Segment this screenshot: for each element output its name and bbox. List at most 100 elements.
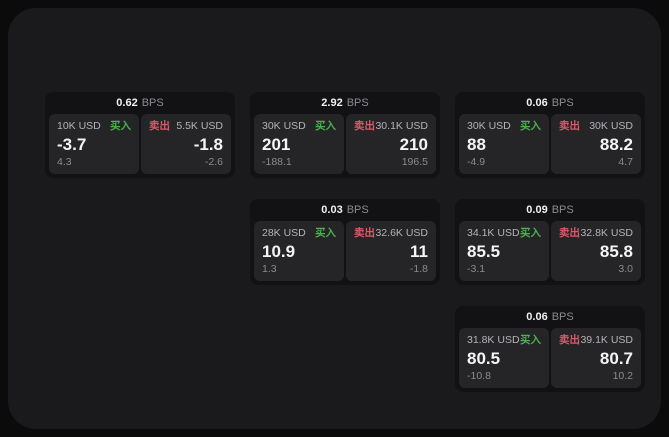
main-panel: 0.62 BPS 10K USD 买入 -3.7 4.3 卖出 5.5K USD — [8, 8, 661, 429]
sell-label: 卖出 — [559, 334, 580, 346]
sell-tile-header: 卖出 5.5K USD — [149, 120, 223, 133]
buy-tile[interactable]: 34.1K USD 买入 85.5 -3.1 — [459, 221, 549, 281]
bps-header: 0.03 BPS — [250, 199, 440, 221]
buy-tile-header: 31.8K USD 买入 — [467, 334, 541, 347]
sell-price: 210 — [399, 135, 428, 154]
sell-label: 卖出 — [149, 120, 170, 132]
card-body: 28K USD 买入 10.9 1.3 卖出 32.6K USD 11 -1.8 — [250, 221, 440, 285]
sell-price: 80.7 — [599, 349, 633, 368]
bps-header: 2.92 BPS — [250, 92, 440, 114]
sell-amount: 30K USD — [589, 120, 633, 132]
buy-amount: 31.8K USD — [467, 334, 520, 346]
sell-amount: 32.6K USD — [375, 227, 428, 239]
bps-unit: BPS — [346, 97, 369, 109]
bps-value: 0.09 — [526, 204, 548, 216]
sell-label: 卖出 — [559, 227, 580, 239]
buy-tile-header: 10K USD 买入 — [57, 120, 131, 133]
sell-change: 3.0 — [618, 263, 633, 275]
buy-tile-header: 28K USD 买入 — [262, 227, 336, 240]
quote-card: 0.03 BPS 28K USD 买入 10.9 1.3 卖出 32.6K US… — [250, 199, 440, 285]
buy-tile[interactable]: 30K USD 买入 88 -4.9 — [459, 114, 549, 174]
quote-card: 0.09 BPS 34.1K USD 买入 85.5 -3.1 卖出 32.8K… — [455, 199, 645, 285]
sell-change: 196.5 — [401, 156, 428, 168]
bps-header: 0.06 BPS — [455, 306, 645, 328]
sell-price: 85.8 — [599, 242, 633, 261]
buy-tile[interactable]: 10K USD 买入 -3.7 4.3 — [49, 114, 139, 174]
sell-tile[interactable]: 卖出 30K USD 88.2 4.7 — [551, 114, 641, 174]
buy-change: -188.1 — [262, 156, 292, 168]
sell-price: -1.8 — [193, 135, 223, 154]
card-body: 30K USD 买入 201 -188.1 卖出 30.1K USD 210 1… — [250, 114, 440, 178]
buy-price: 10.9 — [262, 242, 296, 261]
buy-amount: 30K USD — [262, 120, 306, 132]
buy-tile[interactable]: 31.8K USD 买入 80.5 -10.8 — [459, 328, 549, 388]
sell-tile-header: 卖出 32.8K USD — [559, 227, 633, 240]
quote-card: 2.92 BPS 30K USD 买入 201 -188.1 卖出 30.1K … — [250, 92, 440, 178]
bps-value: 0.06 — [526, 97, 548, 109]
quote-card: 0.62 BPS 10K USD 买入 -3.7 4.3 卖出 5.5K USD — [45, 92, 235, 178]
sell-change: -1.8 — [409, 263, 428, 275]
sell-amount: 30.1K USD — [375, 120, 428, 132]
bps-value: 0.62 — [116, 97, 138, 109]
bps-header: 0.09 BPS — [455, 199, 645, 221]
sell-tile[interactable]: 卖出 5.5K USD -1.8 -2.6 — [141, 114, 231, 174]
buy-change: 1.3 — [262, 263, 277, 275]
buy-price: 88 — [467, 135, 486, 154]
buy-label: 买入 — [110, 120, 131, 132]
buy-amount: 28K USD — [262, 227, 306, 239]
buy-amount: 10K USD — [57, 120, 101, 132]
card-body: 10K USD 买入 -3.7 4.3 卖出 5.5K USD -1.8 -2.… — [45, 114, 235, 178]
bps-unit: BPS — [551, 97, 574, 109]
sell-amount: 39.1K USD — [580, 334, 633, 346]
bps-value: 0.03 — [321, 204, 343, 216]
buy-label: 买入 — [520, 227, 541, 239]
bps-value: 2.92 — [321, 97, 343, 109]
sell-tile[interactable]: 卖出 32.6K USD 11 -1.8 — [346, 221, 436, 281]
sell-amount: 32.8K USD — [580, 227, 633, 239]
buy-label: 买入 — [520, 334, 541, 346]
sell-change: 4.7 — [618, 156, 633, 168]
buy-tile[interactable]: 28K USD 买入 10.9 1.3 — [254, 221, 344, 281]
sell-tile-header: 卖出 32.6K USD — [354, 227, 428, 240]
buy-label: 买入 — [520, 120, 541, 132]
buy-price: 80.5 — [467, 349, 501, 368]
sell-change: 10.2 — [612, 370, 633, 382]
sell-label: 卖出 — [559, 120, 580, 132]
buy-price: 201 — [262, 135, 291, 154]
bps-unit: BPS — [551, 204, 574, 216]
quote-card: 0.06 BPS 31.8K USD 买入 80.5 -10.8 卖出 39.1… — [455, 306, 645, 392]
card-body: 34.1K USD 买入 85.5 -3.1 卖出 32.8K USD 85.8… — [455, 221, 645, 285]
buy-price: 85.5 — [467, 242, 501, 261]
bps-value: 0.06 — [526, 311, 548, 323]
sell-tile[interactable]: 卖出 30.1K USD 210 196.5 — [346, 114, 436, 174]
buy-tile-header: 30K USD 买入 — [467, 120, 541, 133]
quote-card: 0.06 BPS 30K USD 买入 88 -4.9 卖出 30K USD — [455, 92, 645, 178]
bps-header: 0.62 BPS — [45, 92, 235, 114]
sell-amount: 5.5K USD — [176, 120, 223, 132]
buy-change: -3.1 — [467, 263, 486, 275]
sell-change: -2.6 — [204, 156, 223, 168]
buy-change: -10.8 — [467, 370, 491, 382]
buy-price: -3.7 — [57, 135, 87, 154]
buy-tile-header: 34.1K USD 买入 — [467, 227, 541, 240]
buy-tile[interactable]: 30K USD 买入 201 -188.1 — [254, 114, 344, 174]
bps-unit: BPS — [346, 204, 369, 216]
buy-amount: 30K USD — [467, 120, 511, 132]
sell-label: 卖出 — [354, 227, 375, 239]
sell-tile-header: 卖出 30K USD — [559, 120, 633, 133]
buy-change: -4.9 — [467, 156, 486, 168]
buy-label: 买入 — [315, 120, 336, 132]
sell-price: 11 — [410, 242, 428, 261]
buy-amount: 34.1K USD — [467, 227, 520, 239]
buy-label: 买入 — [315, 227, 336, 239]
quote-cards-grid: 0.62 BPS 10K USD 买入 -3.7 4.3 卖出 5.5K USD — [45, 92, 645, 392]
card-body: 31.8K USD 买入 80.5 -10.8 卖出 39.1K USD 80.… — [455, 328, 645, 392]
bps-unit: BPS — [141, 97, 164, 109]
sell-tile-header: 卖出 30.1K USD — [354, 120, 428, 133]
bps-header: 0.06 BPS — [455, 92, 645, 114]
bps-unit: BPS — [551, 311, 574, 323]
sell-tile[interactable]: 卖出 39.1K USD 80.7 10.2 — [551, 328, 641, 388]
sell-tile[interactable]: 卖出 32.8K USD 85.8 3.0 — [551, 221, 641, 281]
card-body: 30K USD 买入 88 -4.9 卖出 30K USD 88.2 4.7 — [455, 114, 645, 178]
sell-tile-header: 卖出 39.1K USD — [559, 334, 633, 347]
